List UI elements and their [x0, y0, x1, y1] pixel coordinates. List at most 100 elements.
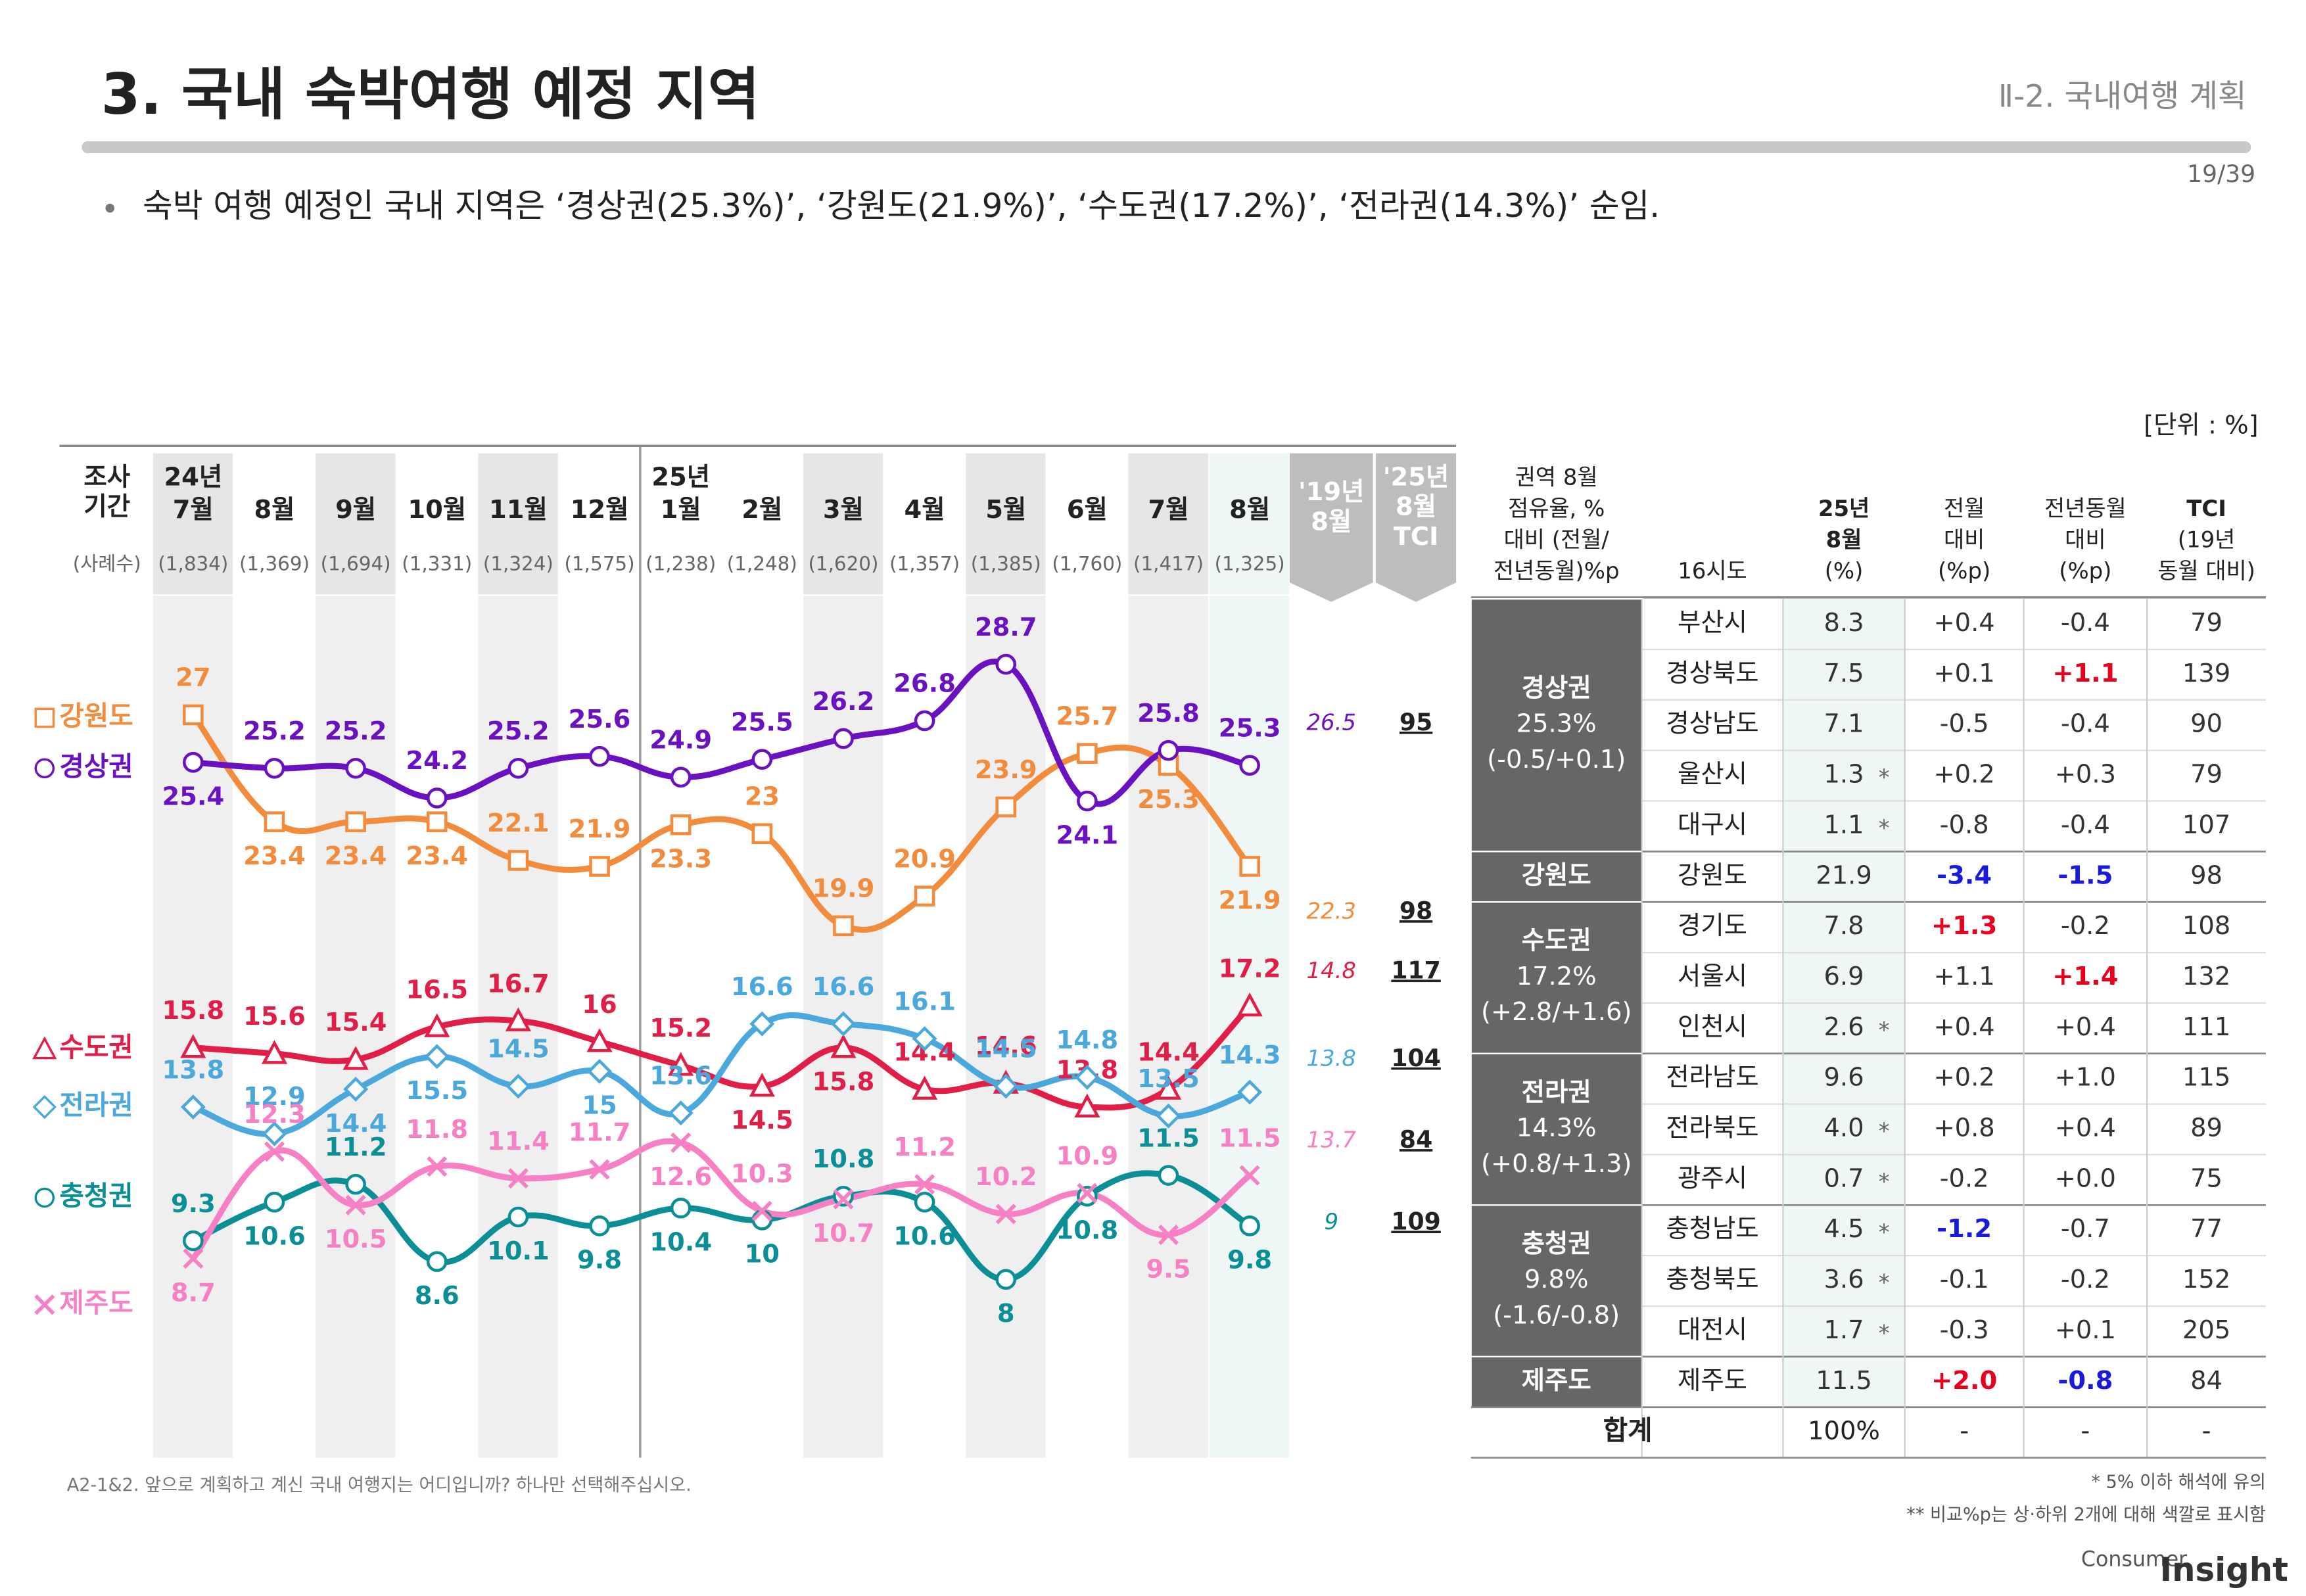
marker	[345, 1194, 366, 1215]
data-label: 11.7	[569, 1117, 631, 1147]
data-label: 21.9	[1219, 886, 1281, 916]
cell-tci: 205	[2182, 1315, 2230, 1345]
marker	[262, 1121, 287, 1146]
marker	[589, 856, 610, 877]
cell-yoy: -0.8	[2058, 1366, 2113, 1396]
marker	[1074, 1064, 1100, 1090]
data-label: 17.2	[1219, 954, 1281, 984]
marker	[507, 850, 529, 871]
column-band	[966, 596, 1046, 1458]
data-label: 25.3	[1137, 785, 1200, 814]
group-cell	[1470, 598, 1643, 853]
header-band	[316, 453, 396, 595]
data-label: 26.2	[812, 687, 875, 716]
data-label: 10.2	[975, 1162, 1037, 1192]
total-tci: -	[2202, 1417, 2211, 1446]
marker	[264, 811, 285, 832]
column-band	[153, 596, 233, 1458]
marker	[34, 758, 55, 779]
cell-yoy: +1.4	[2052, 962, 2118, 991]
data-label: 16	[582, 990, 617, 1020]
tci-header	[1376, 453, 1457, 602]
x-tick-label: 8월	[1229, 495, 1270, 525]
table-header: 전월	[1944, 496, 1985, 521]
marker	[670, 1198, 692, 1219]
data-label: 15.6	[243, 1002, 306, 1031]
cell-share: 7.5	[1824, 659, 1864, 688]
x-tick-label: 10월	[408, 495, 466, 525]
marker	[749, 1011, 775, 1037]
x-tick-label: 11월	[489, 495, 548, 525]
marker	[343, 1077, 369, 1102]
data-label: 22.1	[487, 809, 550, 838]
data-label: 23.9	[975, 755, 1037, 785]
bullet-text: 숙박 여행 예정인 국내 지역은 ‘경상권(25.3%)’, ‘강원도(21.9…	[143, 187, 1660, 225]
cell-yoy: -0.4	[2061, 810, 2110, 839]
question: A2-1&2. 앞으로 계획하고 계신 국내 여행지는 어디입니까? 하나만 선…	[67, 1475, 692, 1495]
marker	[1077, 1185, 1098, 1207]
table-header: (%p)	[1938, 558, 1990, 584]
marker	[1236, 992, 1263, 1017]
marker	[505, 1007, 532, 1031]
marker	[1156, 1103, 1181, 1129]
group-label: (-0.5/+0.1)	[1487, 745, 1626, 774]
cell-mom: +0.4	[1933, 608, 1994, 638]
cell-yoy: -0.2	[2061, 1265, 2110, 1294]
marker	[1077, 743, 1098, 764]
marker	[668, 1052, 694, 1076]
x-tick-label: 8월	[254, 495, 294, 525]
data-label: 15.2	[649, 1014, 712, 1043]
x-year-label: 24년	[164, 463, 222, 492]
x-tick-label: 7월	[173, 495, 214, 525]
table-header: 점유율, %	[1508, 496, 1605, 521]
marker	[426, 811, 448, 832]
data-label: 9.8	[1227, 1246, 1272, 1275]
marker	[749, 1072, 775, 1097]
compare-header	[1289, 453, 1373, 602]
data-label: 25.5	[731, 707, 793, 737]
data-label: 8.6	[415, 1281, 459, 1311]
marker	[345, 811, 366, 832]
marker	[914, 1191, 935, 1213]
province: 전라북도	[1666, 1114, 1758, 1143]
sample-size: (1,369)	[239, 553, 310, 575]
data-label: 14.6	[975, 1031, 1037, 1061]
sample-size: (1,760)	[1052, 553, 1122, 575]
marker	[671, 1132, 692, 1153]
x-tick-label: 1월	[661, 495, 701, 525]
tci-value: 98	[1400, 897, 1432, 925]
data-label: 12.3	[243, 1100, 306, 1129]
flag: *	[1879, 1270, 1890, 1296]
period-header: 조사	[83, 463, 130, 492]
total-label: 합계	[1603, 1415, 1653, 1446]
data-label: 10.6	[893, 1222, 956, 1252]
cell-tci: 111	[2182, 1012, 2230, 1042]
group-label: 9.8%	[1524, 1265, 1589, 1294]
marker	[183, 1248, 204, 1269]
cell-tci: 90	[2190, 709, 2223, 739]
bullet-dot	[105, 203, 115, 213]
marker	[912, 1026, 937, 1052]
legend-label: 수도권	[59, 1031, 133, 1063]
sample-size: (1,238)	[646, 553, 716, 575]
data-label: 12.9	[243, 1082, 306, 1112]
cell-share: 9.6	[1824, 1063, 1864, 1092]
data-label: 23.3	[649, 844, 712, 874]
marker	[833, 1188, 854, 1209]
cell-mom: +0.1	[1933, 659, 1994, 688]
cell-mom: -0.5	[1940, 709, 1989, 739]
flag: *	[1879, 1017, 1890, 1043]
cell-share: 7.1	[1824, 709, 1864, 739]
legend-label: 제주도	[59, 1287, 133, 1319]
compare-header-text: 8월	[1311, 507, 1352, 536]
x-tick-label: 9월	[335, 495, 376, 525]
data-label: 14.5	[731, 1106, 793, 1135]
marker	[589, 745, 610, 767]
marker	[833, 728, 854, 749]
cell-share: 6.9	[1824, 962, 1864, 991]
marker	[1155, 1075, 1182, 1100]
cell-yoy: -0.4	[2061, 709, 2110, 739]
period-header: 기간	[83, 492, 130, 522]
data-label: 16.1	[893, 987, 956, 1016]
